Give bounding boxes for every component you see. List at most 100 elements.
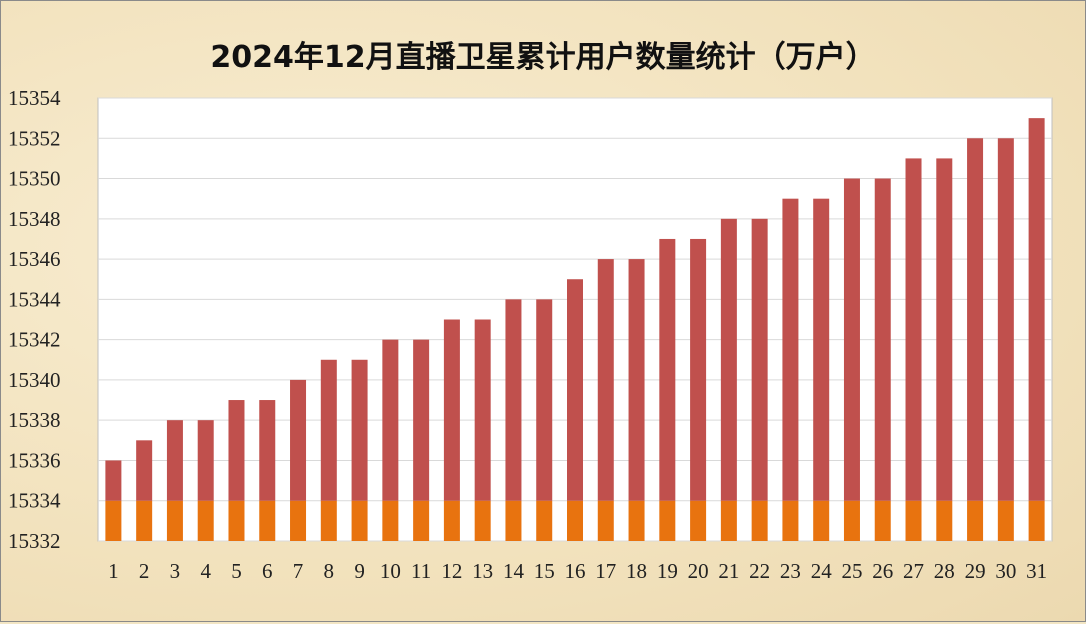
bar-value-segment <box>967 138 984 501</box>
bar-value-segment <box>351 359 368 501</box>
x-tick-label: 30 <box>995 559 1016 583</box>
y-tick-label: 15354 <box>8 86 61 110</box>
x-tick-label: 21 <box>718 559 739 583</box>
bar-base-segment <box>567 500 583 541</box>
y-tick-label: 15352 <box>8 126 61 150</box>
bar-base-segment <box>320 500 337 541</box>
bar-value-segment <box>320 359 337 501</box>
x-tick-label: 12 <box>441 559 462 583</box>
bar-base-segment <box>597 500 614 541</box>
bar-value-segment <box>474 319 491 501</box>
bar-value-segment <box>659 238 676 501</box>
x-tick-label: 10 <box>380 559 401 583</box>
bar-value-segment <box>197 420 214 501</box>
bar-value-segment <box>136 440 153 501</box>
bar-value-segment <box>905 158 922 501</box>
y-axis-ticks: 15332 15334 15336 15338 15340 15342 15344 15346… <box>8 86 61 553</box>
y-tick-label: 15336 <box>8 448 61 472</box>
x-tick-label: 6 <box>262 559 273 583</box>
bar-value-segment <box>936 158 953 501</box>
bar-value-segment <box>997 138 1014 501</box>
bar-value-segment <box>597 259 614 501</box>
y-tick-label: 15344 <box>8 287 61 311</box>
bar-base-segment <box>1028 500 1045 541</box>
bar-base-segment <box>628 500 645 541</box>
x-tick-label: 3 <box>170 559 181 583</box>
bar-value-segment <box>228 400 245 501</box>
bar-value-segment <box>843 178 860 501</box>
y-tick-label: 15338 <box>8 408 61 432</box>
bar-value-segment <box>105 460 122 501</box>
x-tick-label: 28 <box>934 559 955 583</box>
bar-value-segment <box>259 400 276 501</box>
bar-base-segment <box>136 500 153 541</box>
bar-base-segment <box>751 500 768 541</box>
bar-value-segment <box>628 259 645 501</box>
bar-base-segment <box>474 500 491 541</box>
bar-base-segment <box>936 500 953 541</box>
x-tick-label: 7 <box>293 559 304 583</box>
x-tick-label: 27 <box>903 559 924 583</box>
bar-base-segment <box>290 500 307 541</box>
x-tick-label: 23 <box>780 559 801 583</box>
x-tick-label: 31 <box>1026 559 1047 583</box>
bar-value-segment <box>567 279 583 501</box>
x-tick-label: 13 <box>472 559 493 583</box>
bar-value-segment <box>505 299 522 501</box>
x-tick-label: 18 <box>626 559 647 583</box>
bar-base-segment <box>997 500 1014 541</box>
x-tick-label: 14 <box>503 559 525 583</box>
bar-base-segment <box>413 500 430 541</box>
chart-title: 2024年12月直播卫星累计用户数量统计（万户） <box>210 40 876 75</box>
bar-base-segment <box>259 500 276 541</box>
bar-base-segment <box>813 500 830 541</box>
bar-value-segment <box>382 339 399 501</box>
bar-value-segment <box>536 299 553 501</box>
x-tick-label: 20 <box>688 559 709 583</box>
x-tick-label: 11 <box>411 559 431 583</box>
y-tick-label: 15334 <box>8 489 61 513</box>
x-tick-label: 2 <box>139 559 150 583</box>
bar-base-segment <box>166 500 183 541</box>
y-tick-label: 15350 <box>8 167 61 191</box>
bar-value-segment <box>720 218 737 501</box>
y-tick-label: 15342 <box>8 328 61 352</box>
x-tick-label: 29 <box>965 559 986 583</box>
bar-value-segment <box>813 198 830 501</box>
bar-base-segment <box>782 500 799 541</box>
bars <box>105 118 1045 541</box>
bar-value-segment <box>166 420 183 501</box>
bar-value-segment <box>290 379 307 501</box>
y-tick-label: 15346 <box>8 247 61 271</box>
bar-base-segment <box>105 500 122 541</box>
bar-base-segment <box>659 500 676 541</box>
bar-base-segment <box>905 500 922 541</box>
bar-base-segment <box>443 500 460 541</box>
y-tick-label: 15348 <box>8 207 61 231</box>
bar-base-segment <box>967 500 984 541</box>
x-tick-label: 15 <box>534 559 555 583</box>
x-tick-label: 9 <box>354 559 365 583</box>
x-tick-label: 24 <box>811 559 833 583</box>
bar-value-segment <box>874 178 891 501</box>
bar-base-segment <box>228 500 245 541</box>
x-tick-label: 8 <box>324 559 335 583</box>
x-tick-label: 4 <box>200 559 211 583</box>
y-tick-label: 15340 <box>8 368 61 392</box>
bar-value-segment <box>690 238 707 501</box>
x-tick-label: 17 <box>595 559 616 583</box>
bar-value-segment <box>413 339 430 501</box>
bar-base-segment <box>536 500 553 541</box>
x-tick-label: 5 <box>231 559 242 583</box>
y-tick-label: 15332 <box>8 529 61 553</box>
bar-base-segment <box>351 500 368 541</box>
bar-base-segment <box>382 500 399 541</box>
x-tick-label: 22 <box>749 559 770 583</box>
x-tick-label: 16 <box>565 559 586 583</box>
bar-value-segment <box>443 319 460 501</box>
bar-base-segment <box>874 500 891 541</box>
bar-value-segment <box>782 198 799 501</box>
x-tick-label: 26 <box>872 559 893 583</box>
x-tick-label: 1 <box>108 559 119 583</box>
bar-value-segment <box>1028 118 1045 501</box>
